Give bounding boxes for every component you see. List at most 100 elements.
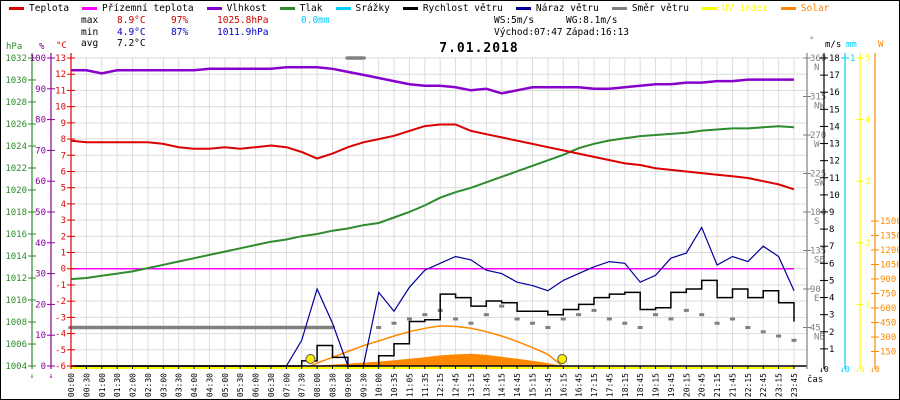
page-title: 7.01.2018 (439, 41, 519, 56)
svg-text:NW: NW (814, 102, 825, 112)
legend-label: UV index (722, 3, 768, 14)
svg-text:4: 4 (61, 200, 66, 210)
svg-text:750: 750 (880, 290, 896, 300)
legend-swatch (335, 7, 351, 10)
svg-text:m/s: m/s (825, 40, 841, 50)
svg-text:5: 5 (61, 184, 66, 194)
svg-text:315: 315 (810, 93, 826, 103)
svg-text:10:35: 10:35 (390, 373, 399, 397)
svg-text:06:00: 06:00 (252, 373, 261, 397)
svg-text:00:00: 00:00 (67, 373, 76, 397)
svg-text:1006: 1006 (5, 340, 27, 350)
svg-text:8: 8 (61, 135, 66, 145)
svg-text:15:45: 15:45 (544, 373, 553, 397)
legend-label: Přízemní teplota (102, 3, 194, 14)
svg-text:SE: SE (814, 256, 825, 266)
svg-text:6: 6 (61, 167, 66, 177)
svg-text:7: 7 (829, 242, 834, 252)
svg-text:22:45: 22:45 (759, 373, 768, 397)
min-temp: 4.9°C (117, 26, 146, 38)
svg-text:03:30: 03:30 (175, 373, 184, 397)
legend-label: Solar (800, 3, 830, 14)
svg-text:6: 6 (829, 259, 834, 269)
legend-label: Rychlost větru (422, 3, 503, 14)
svg-text:1: 1 (850, 54, 855, 64)
svg-text:9: 9 (61, 119, 66, 129)
svg-text:1024: 1024 (5, 142, 27, 152)
svg-text:300: 300 (880, 333, 896, 343)
svg-text:11: 11 (829, 174, 840, 184)
svg-text:15: 15 (829, 105, 840, 115)
svg-text:03:00: 03:00 (159, 373, 168, 397)
svg-text:02:00: 02:00 (129, 373, 138, 397)
svg-text:10:00: 10:00 (375, 373, 384, 397)
svg-text:5: 5 (865, 54, 870, 64)
svg-text:1: 1 (61, 249, 66, 259)
svg-text:16: 16 (829, 88, 840, 98)
stats-row-max: max 8.9°C 97% 1025.8hPa 0.0mm (81, 15, 330, 27)
svg-text:23:15: 23:15 (775, 373, 784, 397)
svg-text:3: 3 (829, 311, 834, 321)
svg-text:13: 13 (829, 140, 840, 150)
svg-text:1010: 1010 (5, 296, 27, 306)
svg-text:08:30: 08:30 (329, 373, 338, 397)
svg-text:1350: 1350 (880, 232, 900, 242)
wind-speed-max: WS:5m/s (494, 15, 535, 26)
legend-item: Teplota (9, 3, 69, 14)
stats-block: max 8.9°C 97% 1025.8hPa 0.0mm min 4.9°C 87% 101… (81, 15, 330, 50)
svg-text:14: 14 (829, 122, 840, 132)
wind-sun-block: WS:5m/s WG:8.1m/s Východ:07:47 Západ:16:13 (494, 15, 629, 38)
svg-text:10: 10 (829, 191, 840, 201)
svg-text:04:30: 04:30 (205, 373, 214, 397)
svg-text:1500: 1500 (880, 217, 900, 227)
svg-text:4: 4 (865, 116, 870, 126)
svg-text:02:30: 02:30 (144, 373, 153, 397)
avg-label: avg (81, 38, 99, 49)
svg-text:↓0: ↓0 (819, 365, 829, 374)
svg-text:1022: 1022 (5, 164, 27, 174)
svg-text:11:05: 11:05 (405, 373, 414, 397)
max-label: max (81, 15, 99, 26)
svg-text:hPa: hPa (6, 42, 22, 52)
svg-text:1: 1 (829, 345, 834, 355)
svg-text:12:45: 12:45 (452, 373, 461, 397)
svg-text:19:15: 19:15 (652, 373, 661, 397)
svg-text:15:15: 15:15 (528, 373, 537, 397)
svg-text:14:15: 14:15 (498, 373, 507, 397)
legend-label: Náraz větru (535, 3, 599, 14)
svg-text:23:45: 23:45 (790, 373, 799, 397)
svg-text:05:30: 05:30 (236, 373, 245, 397)
legend-swatch (402, 7, 418, 10)
svg-text:19:45: 19:45 (667, 373, 676, 397)
legend-swatch (9, 7, 24, 10)
svg-text:21:45: 21:45 (728, 373, 737, 397)
svg-text:E: E (814, 294, 819, 304)
sunrise-time: Východ:07:47 (494, 26, 563, 38)
svg-text:W: W (814, 140, 820, 150)
svg-text:40: 40 (35, 239, 46, 249)
svg-text:13:45: 13:45 (482, 373, 491, 397)
svg-text:05:00: 05:00 (221, 373, 230, 397)
svg-text:450: 450 (880, 319, 896, 329)
legend-swatch (611, 7, 627, 10)
legend-item: Přízemní teplota (82, 3, 194, 14)
svg-text:↓0: ↓0 (840, 365, 850, 374)
svg-text:11: 11 (55, 86, 66, 96)
svg-text:17:45: 17:45 (605, 373, 614, 397)
svg-text:20:45: 20:45 (698, 373, 707, 397)
legend-swatch (279, 7, 295, 10)
svg-text:mm: mm (846, 40, 857, 50)
svg-text:1018: 1018 (5, 208, 27, 218)
svg-text:7: 7 (61, 151, 66, 161)
svg-text:4: 4 (829, 294, 834, 304)
svg-text:60: 60 (35, 177, 46, 187)
legend-item: Solar (780, 3, 830, 14)
svg-text:13: 13 (55, 54, 66, 64)
legend-item: Rychlost větru (402, 3, 503, 14)
stats-row-avg: avg 7.2°C (81, 38, 330, 50)
legend-label: Směr větru (631, 3, 690, 14)
svg-text:↓: ↓ (49, 371, 54, 380)
svg-text:1050: 1050 (880, 261, 900, 271)
